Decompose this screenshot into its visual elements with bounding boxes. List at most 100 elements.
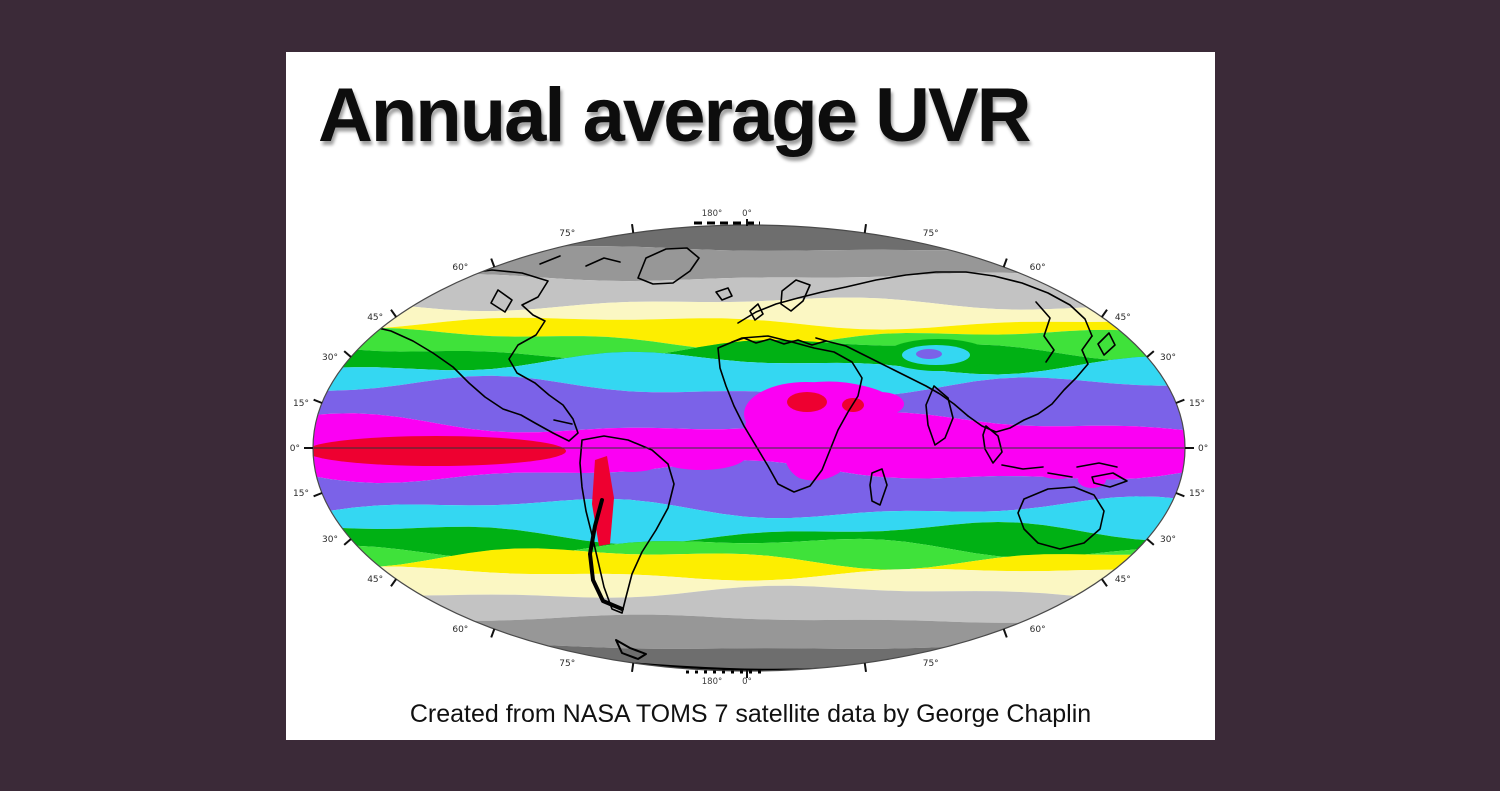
meridian-label: 180° — [702, 677, 722, 687]
coast-scandinavia — [780, 279, 811, 312]
lat-label: 0° — [290, 444, 300, 454]
hotspot-atlantic-magenta — [656, 442, 746, 470]
coast-asia-south-coast — [815, 337, 969, 417]
lat-label: 75° — [923, 229, 939, 239]
meridian-label: 0° — [742, 209, 752, 219]
lat-tick — [343, 350, 352, 358]
lat-tick — [631, 662, 635, 673]
lat-tick — [1101, 309, 1108, 318]
hotspot-ne-asia-violet-core — [916, 349, 942, 359]
lat-label: 45° — [367, 575, 383, 585]
coast-japan — [1097, 332, 1116, 356]
lat-tick — [1101, 578, 1108, 587]
band-light-gray-north — [313, 272, 1185, 312]
coast-south-america — [579, 435, 675, 614]
latitude-graticule: 75° 75° 60° 60° 45° 45° 30° 30° 15° 15° 0° 0° 15° 15°… — [290, 223, 1208, 673]
band-cream-north — [313, 297, 1185, 330]
coast-africa — [717, 335, 863, 493]
coast-uk — [749, 303, 764, 321]
lat-label: 45° — [367, 313, 383, 323]
lat-label: 0° — [1198, 444, 1208, 454]
coast-new-guinea — [1091, 472, 1128, 488]
band-yellow-north — [313, 315, 1185, 351]
lat-tick — [343, 538, 352, 546]
lat-label: 45° — [1115, 313, 1131, 323]
lat-label: 15° — [1189, 399, 1205, 409]
coast-iceland — [715, 287, 733, 301]
lat-tick — [631, 223, 635, 234]
lat-label: 75° — [559, 659, 575, 669]
uv-hotspots — [313, 339, 1185, 546]
lat-tick — [313, 492, 323, 498]
lat-tick — [1146, 350, 1155, 358]
lat-label: 30° — [1160, 535, 1176, 545]
meridian-label: 180° — [702, 209, 722, 219]
coast-arctic-islands-2 — [539, 255, 561, 265]
coast-indonesia-1 — [1001, 464, 1044, 470]
lat-label: 15° — [293, 489, 309, 499]
uvr-world-map: 75° 75° 60° 60° 45° 45° 30° 30° 15° 15° 0° 0° 15° 15°… — [290, 209, 1208, 687]
coast-arctic-islands-1 — [585, 257, 621, 267]
band-green-north — [313, 338, 1185, 375]
coast-greenland — [637, 247, 700, 285]
lat-tick — [1146, 538, 1155, 546]
coast-hudson-bay — [490, 289, 513, 313]
lat-tick — [490, 258, 496, 268]
band-gray-north — [313, 245, 1185, 282]
coast-asia-east-coast — [967, 335, 1093, 433]
hotspot-east-africa-magenta — [783, 439, 848, 481]
lat-tick — [490, 628, 496, 638]
hotspot-south-america-magenta — [589, 432, 673, 472]
lat-label: 60° — [452, 625, 468, 635]
band-violet-north — [313, 375, 1185, 434]
lat-tick — [1175, 492, 1185, 498]
lat-tick — [863, 662, 867, 673]
coast-madagascar — [869, 468, 888, 506]
lat-tick — [863, 223, 867, 234]
band-cyan-south — [313, 496, 1185, 545]
lat-label: 60° — [1030, 263, 1046, 273]
band-cyan-north — [313, 351, 1185, 397]
lat-tick — [313, 398, 323, 404]
coast-indonesia-3 — [1076, 462, 1118, 468]
slide-title: Annual average UVR — [318, 73, 1032, 158]
hotspot-right-edge-magenta — [1124, 433, 1185, 471]
band-gray-south — [313, 614, 1185, 649]
lat-tick — [1175, 398, 1185, 404]
lat-label: 30° — [322, 353, 338, 363]
band-yellow-south — [313, 548, 1185, 581]
lat-label: 75° — [923, 659, 939, 669]
coast-indonesia-2 — [1047, 472, 1073, 478]
coast-india — [925, 385, 954, 446]
hotspot-pacific-equator-red — [313, 436, 566, 466]
hotspot-indonesia-magenta — [1034, 457, 1082, 479]
coast-eurasia-north-coast — [737, 271, 1093, 337]
lat-label: 15° — [293, 399, 309, 409]
lat-label: 60° — [452, 263, 468, 273]
coast-north-america — [345, 269, 579, 442]
coast-indochina — [982, 425, 1003, 464]
coast-new-zealand — [1128, 553, 1144, 577]
lat-tick — [1002, 628, 1008, 638]
lat-label: 75° — [559, 229, 575, 239]
coast-mediterranean-north-coast — [731, 337, 827, 346]
hotspot-arabia-magenta — [856, 392, 904, 416]
band-light-gray-south — [313, 585, 1185, 623]
coast-antarctic-peninsula — [615, 639, 647, 660]
map-interior — [313, 225, 1185, 671]
lat-tick — [390, 309, 397, 318]
slide: 75° 75° 60° 60° 45° 45° 30° 30° 15° 15° 0° 0° 15° 15°… — [286, 52, 1215, 740]
meridian-label: 0° — [742, 677, 752, 687]
band-violet-south — [313, 460, 1185, 520]
lat-label: 60° — [1030, 625, 1046, 635]
coast-kamchatka — [1035, 301, 1055, 363]
coast-cuba — [553, 419, 573, 425]
lat-label: 30° — [322, 535, 338, 545]
meridian-graticule: 180° 0° 180° 0° — [702, 209, 752, 687]
lat-tick — [1002, 258, 1008, 268]
coast-australia — [1017, 486, 1105, 550]
coast-chile-coast — [588, 498, 624, 611]
slide-caption: Created from NASA TOMS 7 satellite data … — [409, 700, 1092, 728]
lat-label: 30° — [1160, 353, 1176, 363]
